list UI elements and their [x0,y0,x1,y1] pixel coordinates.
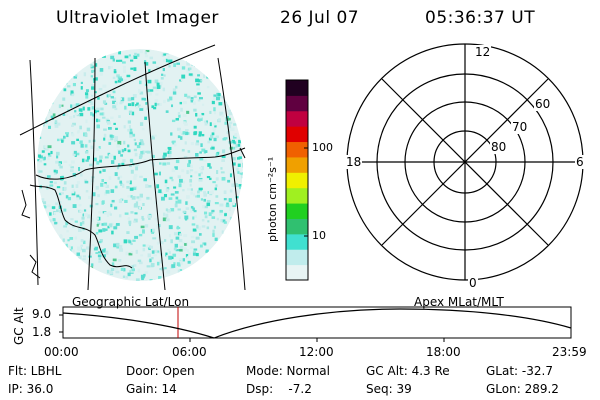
orbit-left-title: Geographic Lat/Lon [72,295,190,309]
colorbar-segment [286,264,308,281]
x-tick-1200: 12:00 [299,345,334,359]
orbit-plot-frame [62,306,572,339]
status-gc-alt: GC Alt: 4.3 Re [366,364,450,378]
status-glon: GLon: 289.2 [486,382,559,396]
date-label: 26 Jul 07 [280,8,360,28]
mlt-label-6: 6 [575,155,585,169]
colorbar-segment [286,80,308,96]
orbit-right-title: Apex MLat/MLT [414,295,504,309]
status-glat: GLat: -32.7 [486,364,553,378]
mlt-label-12: 12 [474,45,492,59]
uv-image-map [19,44,246,290]
x-tick-0600: 06:00 [172,345,207,359]
status-door: Door: Open [126,364,195,378]
colorbar-tick-100: 100 [312,141,333,154]
graticule-lines [19,44,246,290]
colorbar-segment [286,249,308,266]
colorbar-segment [286,203,308,219]
color-bar [285,79,309,281]
orbit-y-min-label: 1.8 [32,325,52,339]
status-filter: Flt: LBHL [8,364,62,378]
x-tick-2359: 23:59 [552,345,587,359]
colorbar-segment [286,172,308,189]
altitude-curve [62,308,572,339]
time-label: 05:36:37 UT [425,8,536,28]
orbit-altitude-plot [59,306,572,342]
x-tick-1800: 18:00 [426,345,461,359]
mlt-label-0: 0 [468,276,478,290]
colorbar-unit-label: photon cm⁻²s⁻¹ [266,156,279,242]
colorbar-segment [286,110,308,127]
mlat-label-60: 60 [534,97,552,111]
orbit-y-max-label: 9.0 [32,307,52,321]
colorbar-segment [286,187,308,204]
status-ip: IP: 36.0 [8,382,54,396]
instrument-title: Ultraviolet Imager [56,8,219,28]
colorbar-segment [286,156,308,173]
colorbar-segment [286,233,308,250]
colorbar-segment [286,126,308,143]
polar-plot [346,43,584,281]
status-mode: Mode: Normal [246,364,330,378]
coastline [21,147,246,279]
colorbar-tick-10: 10 [312,229,326,242]
mlt-label-18: 18 [345,155,363,169]
colorbar-segment [286,95,308,112]
x-tick-0000: 00:00 [44,345,79,359]
status-seq: Seq: 39 [366,382,412,396]
colorbar-segment [286,141,308,158]
status-dsp: Dsp: -7.2 [246,382,312,396]
uv-emission-speckle [37,49,243,281]
mlat-label-70: 70 [511,120,529,134]
status-gain: Gain: 14 [126,382,177,396]
mlat-label-80: 80 [490,140,508,154]
colorbar-segment [286,218,308,235]
